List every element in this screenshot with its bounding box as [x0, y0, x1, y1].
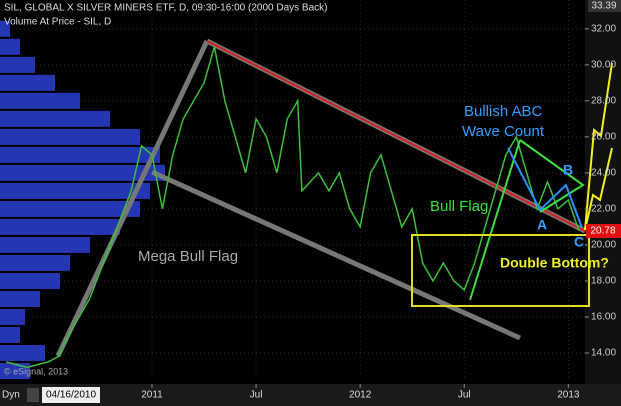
volume-bar: [0, 362, 30, 379]
last-price-box: [586, 224, 621, 238]
y-tick-label: 16.00: [591, 312, 616, 323]
y-tick-label: 24.00: [591, 168, 616, 179]
y-tick-label: 30.00: [591, 59, 616, 70]
time-axis-panel: [0, 384, 621, 406]
wave-label: B: [563, 162, 573, 178]
x-tick-label: Jul: [250, 390, 263, 401]
price-axis-panel: [585, 0, 621, 385]
green-leg: [469, 139, 521, 301]
y-tick-label: 32.00: [591, 23, 616, 34]
volume-bar: [0, 128, 140, 145]
chart-title: SIL, GLOBAL X SILVER MINERS ETF, D, 09:3…: [4, 3, 327, 14]
flag-upper-red: [206, 40, 586, 232]
volume-bar: [0, 254, 70, 271]
volume-bar: [0, 38, 20, 55]
volume-bar: [0, 290, 40, 307]
volume-bar: [0, 236, 90, 253]
flag-pole: [55, 39, 210, 358]
y-tick-label: 22.00: [591, 204, 616, 215]
green-flag: [519, 139, 585, 213]
volume-bar: [0, 146, 160, 163]
annotation: Bullish ABC Wave Count: [462, 103, 545, 140]
y-tick-label: 18.00: [591, 276, 616, 287]
toolbar-button[interactable]: [27, 388, 39, 402]
top-price-box: [588, 0, 621, 12]
y-tick-label: 28.00: [591, 95, 616, 106]
price-line: [6, 46, 580, 369]
volume-bar: [0, 344, 45, 361]
volume-bar: [0, 164, 165, 181]
annotation: Mega Bull Flag: [138, 248, 238, 265]
annotation: Double Bottom?: [500, 255, 609, 271]
flag-lower: [150, 169, 522, 341]
y-tick-label: 14.00: [591, 348, 616, 359]
y-tick-label: 20.00: [591, 240, 616, 251]
volume-bar: [0, 20, 10, 37]
y-tick-label: 26.00: [591, 132, 616, 143]
toolbar-label: Dyn: [2, 390, 20, 401]
subtitle: Volume At Price - SIL, D: [4, 17, 111, 28]
volume-bar: [0, 110, 110, 127]
yellow-arrow: [584, 62, 613, 231]
volume-bar: [0, 56, 35, 73]
x-tick-label: 2011: [141, 390, 163, 401]
credit: © eSignal, 2013: [4, 366, 68, 376]
volume-bar: [0, 326, 20, 343]
abc-wave: [507, 147, 583, 229]
volume-bar: [0, 182, 150, 199]
yellow-arrow: [584, 147, 613, 231]
volume-bar: [0, 308, 25, 325]
start-date-box: [42, 387, 100, 403]
volume-bar: [0, 74, 55, 91]
start-date: 04/16/2010: [46, 390, 96, 401]
top-price: 33.39: [591, 1, 616, 12]
x-tick-label: 2013: [557, 390, 580, 401]
volume-bar: [0, 92, 80, 109]
x-tick-label: 2012: [349, 390, 372, 401]
double-bottom-box: [411, 234, 590, 307]
volume-bar: [0, 272, 60, 289]
x-tick-label: Jul: [458, 390, 471, 401]
last-price: 20.78: [590, 226, 615, 237]
volume-bar: [0, 218, 120, 235]
volume-bar: [0, 200, 140, 217]
wave-label: A: [537, 217, 547, 233]
annotation: Bull Flag: [430, 198, 488, 215]
wave-label: C: [574, 234, 584, 250]
